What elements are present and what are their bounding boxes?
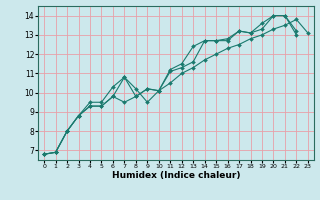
X-axis label: Humidex (Indice chaleur): Humidex (Indice chaleur) [112,171,240,180]
